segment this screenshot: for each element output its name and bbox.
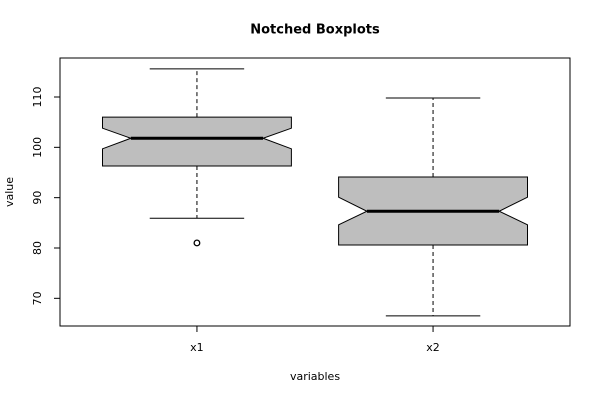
y-tick-label: 80 bbox=[31, 241, 44, 255]
y-tick-label: 110 bbox=[31, 87, 44, 108]
x-axis-label: variables bbox=[290, 370, 340, 383]
x-tick-label: x1 bbox=[190, 341, 204, 354]
x-tick-label: x2 bbox=[426, 341, 440, 354]
y-tick-label: 100 bbox=[31, 137, 44, 158]
outlier bbox=[193, 239, 201, 247]
y-tick-label: 90 bbox=[31, 191, 44, 205]
y-tick-label: 70 bbox=[31, 291, 44, 305]
chart-title: Notched Boxplots bbox=[250, 23, 380, 38]
y-axis-label: value bbox=[3, 177, 16, 207]
box bbox=[102, 116, 292, 167]
